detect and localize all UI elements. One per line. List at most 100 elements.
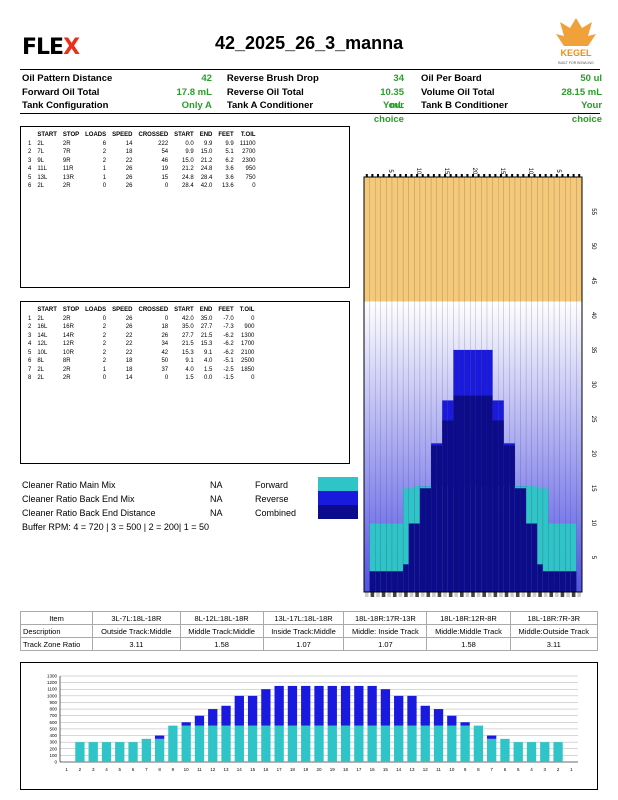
foul-line-marker [448, 592, 453, 597]
forward-bar [101, 742, 112, 762]
x-tick-label: 18 [343, 767, 349, 772]
foul-line-marker [404, 592, 408, 597]
foul-line-marker [370, 592, 375, 597]
foul-line-marker [437, 592, 442, 597]
forward-oil-board [397, 523, 404, 592]
table-cell: 26 [125, 324, 133, 331]
table-cell: 13L [37, 174, 48, 181]
legend-label: Combined [255, 508, 297, 518]
table-cell: 18 [161, 324, 169, 331]
forward-bar [194, 725, 205, 762]
column-header: LOADS [85, 307, 107, 314]
forward-bar [301, 725, 311, 762]
table-cell: 3 [28, 157, 32, 164]
reverse-bar [447, 715, 457, 726]
table-cell: 3 [28, 332, 32, 339]
zone-item: 18L-18R:7R-3R [509, 611, 599, 625]
x-tick-label: 11 [197, 767, 202, 772]
forward-oil-board [554, 523, 560, 592]
info-row: Tank Configuration Only A Tank A Condition… [22, 99, 603, 125]
foul-line-marker [571, 592, 576, 597]
forward-table: START STOP LOADS SPEED CROSSED START END FEET T.… [20, 126, 350, 288]
x-tick-label: 1 [65, 767, 68, 772]
table-cell: 7 [28, 366, 32, 373]
board-marker [477, 174, 480, 177]
board-marker [399, 174, 402, 177]
table-cell: 1.5 [204, 366, 213, 373]
cleaner-label: Cleaner Ratio Back End Distance [22, 508, 156, 518]
column-header: CROSSED [138, 132, 169, 139]
table-cell: 222 [158, 140, 169, 147]
board-marker [527, 174, 530, 177]
zone-row: Item 3L-7L:18L-18R 8L-12L:18L-18R 13L-17L:1… [19, 611, 599, 625]
foul-line-marker [471, 592, 475, 597]
table-row: 2 7L 7R 2 18 54 9.9 15.0 5.1 2700 [25, 148, 259, 157]
table-cell: 14 [125, 140, 133, 147]
table-cell: 4.0 [204, 358, 213, 365]
zone-ratio: 1.58 [426, 637, 511, 651]
combined-oil-board [386, 571, 392, 592]
x-tick-label: 10 [184, 767, 190, 772]
zone-ratio: 1.58 [179, 637, 264, 651]
cleaner-value: NA [210, 480, 223, 490]
board-marker [550, 174, 553, 177]
x-tick-label: 15 [383, 767, 389, 772]
legend-label: Reverse [255, 494, 289, 504]
y-tick-label: 1300 [47, 674, 58, 679]
combined-oil-board [436, 445, 443, 592]
table-cell: 900 [244, 324, 255, 331]
reverse-bar [380, 689, 391, 726]
column-header [25, 306, 34, 315]
foul-line-marker [499, 592, 503, 597]
y-tick-label: 200 [49, 746, 57, 751]
column-header: START [174, 132, 194, 139]
table-cell: 22 [125, 341, 133, 348]
forward-bar [513, 742, 523, 762]
reverse-bar [181, 722, 191, 726]
forward-bar [181, 725, 191, 762]
combined-oil-board [514, 488, 521, 592]
forward-oil-board [403, 488, 409, 592]
table-cell: 28.4 [200, 174, 213, 181]
combined-oil-board [447, 420, 454, 592]
forward-bar [473, 725, 484, 762]
table-cell: 12R [62, 341, 74, 348]
table-row: 6 2L 2R 0 26 0 28.4 42.0 13.6 0 [25, 182, 259, 191]
forward-bar [487, 738, 497, 762]
table-cell: 0 [164, 315, 169, 322]
foul-line-marker [465, 592, 470, 597]
board-marker [578, 174, 581, 177]
table-cell: 16R [62, 324, 74, 331]
table-cell: -1.5 [223, 375, 234, 382]
reverse-bar [420, 705, 430, 726]
cleaner-row: Cleaner Ratio Back End Mix NA Reverse [22, 492, 312, 506]
combined-oil-board [520, 488, 527, 592]
x-tick-label: 3 [92, 767, 95, 772]
forward-oil-board [565, 523, 571, 592]
column-header: START [37, 132, 57, 139]
table-cell: 13.6 [222, 183, 234, 190]
column-header: LOADS [85, 132, 107, 139]
x-tick-label: 7 [490, 767, 493, 772]
board-marker [488, 174, 491, 177]
table-cell: 8R [62, 358, 71, 365]
zone-desc: Middle:Outside Track [509, 624, 599, 638]
board-marker [444, 174, 447, 177]
board-marker [544, 174, 547, 177]
table-cell: 9.1 [204, 349, 213, 356]
board-marker [427, 174, 430, 177]
combined-oil-board [431, 445, 437, 592]
table-row: 3 9L 9R 2 22 46 15.0 21.2 6.2 2300 [25, 157, 259, 166]
zone-row: Track Zone Ratio 3.11 1.58 1.07 1.07 1.58 3.11 [19, 637, 599, 651]
info-value: Your choice [571, 100, 603, 125]
table-cell: -6.2 [223, 341, 234, 348]
foul-line-marker [454, 592, 459, 597]
table-cell: 9.1 [185, 358, 194, 365]
x-tick-label: 2 [557, 767, 560, 772]
table-cell: 6 [102, 140, 107, 147]
table-cell: 7L [37, 149, 45, 156]
reverse-bar [247, 695, 258, 726]
table-cell: 1700 [241, 341, 255, 348]
forward-bar [221, 725, 231, 762]
board-marker [388, 174, 391, 177]
